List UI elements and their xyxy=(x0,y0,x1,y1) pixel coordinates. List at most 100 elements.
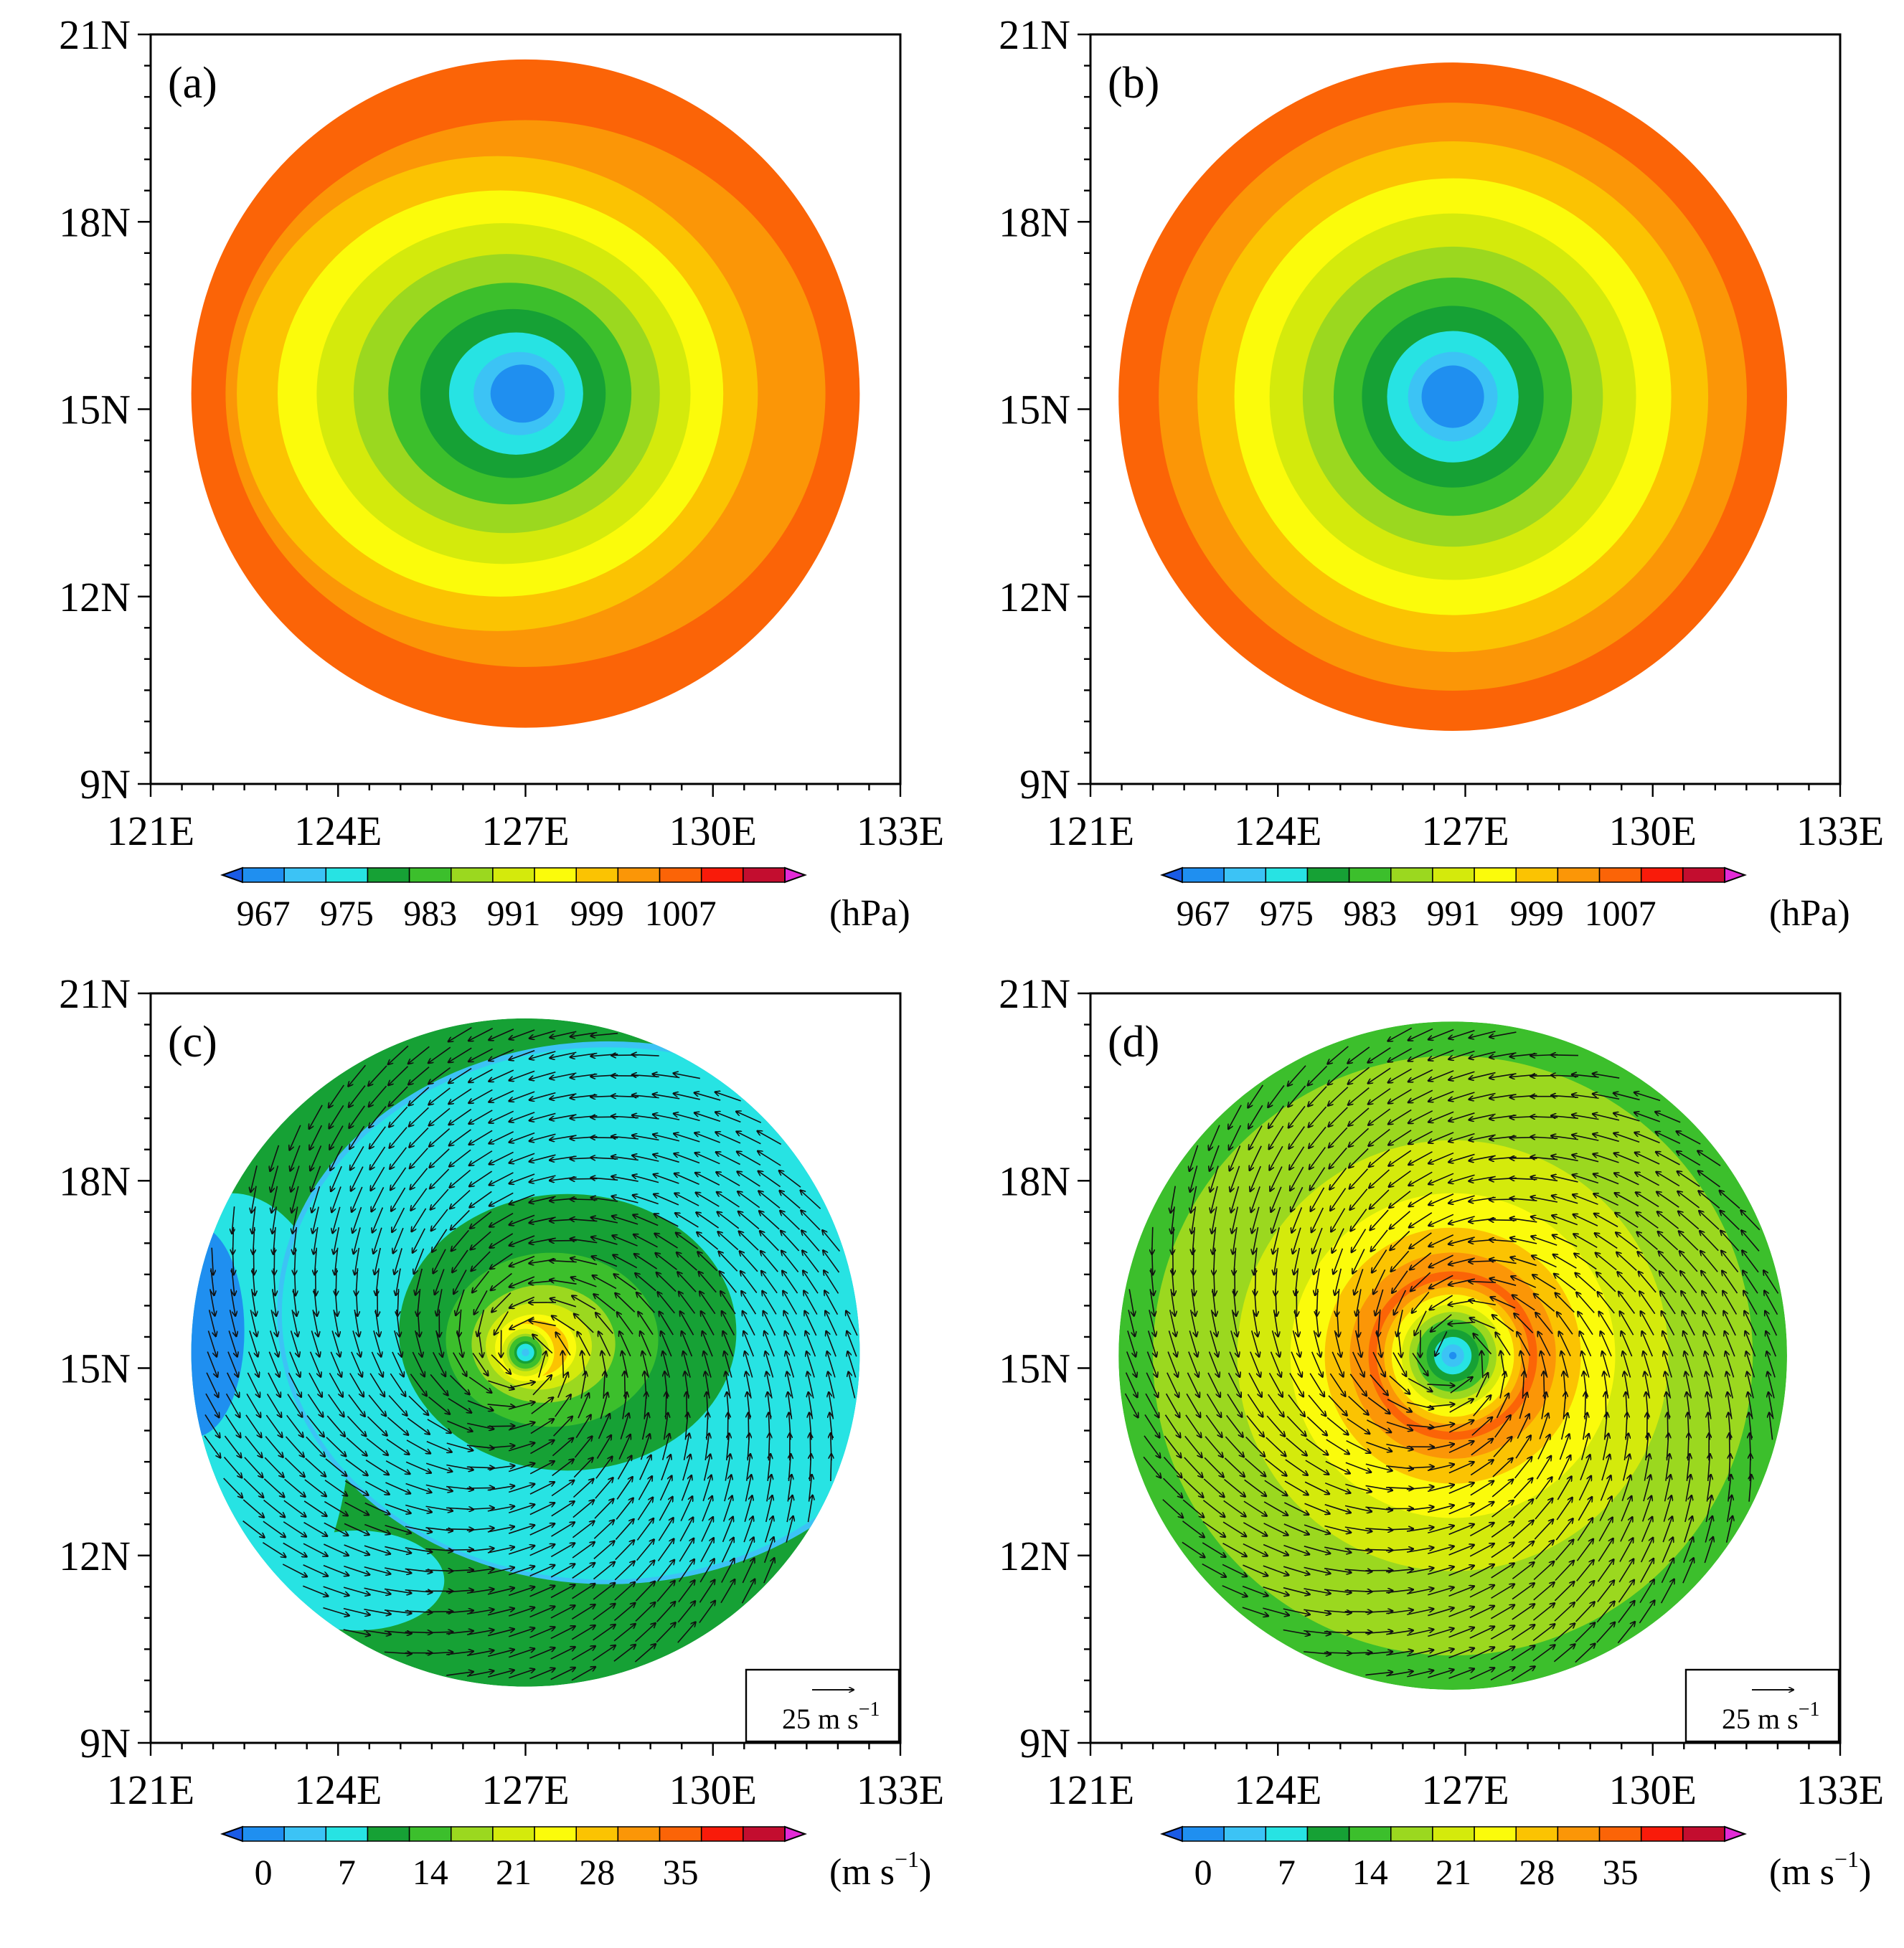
wind-arrow xyxy=(352,1330,361,1356)
wind-arrow xyxy=(390,1127,407,1148)
wind-arrow xyxy=(509,1255,535,1267)
wind-arrow xyxy=(1308,1086,1327,1107)
wind-arrow xyxy=(509,1173,535,1183)
y-tick-label: 12N xyxy=(999,1533,1070,1579)
y-tick-label: 15N xyxy=(999,387,1070,433)
wind-arrow xyxy=(290,1145,301,1171)
wind-arrow xyxy=(784,1311,796,1336)
wind-arrow xyxy=(674,1073,700,1079)
wind-arrow xyxy=(661,1434,670,1460)
wind-arrow xyxy=(407,1417,430,1434)
wind-arrow xyxy=(487,1526,514,1533)
wind-arrow xyxy=(469,1130,493,1145)
wind-arrow xyxy=(595,1477,613,1499)
panel-label: (c) xyxy=(168,1018,217,1067)
wind-arrow xyxy=(634,1254,657,1269)
wind-arrow xyxy=(263,1478,284,1498)
axis-ticks xyxy=(1078,33,1842,797)
colorbar-swatch xyxy=(1432,1826,1475,1842)
wind-arrow xyxy=(724,1351,732,1378)
y-tick-label: 9N xyxy=(80,761,131,808)
wind-arrow xyxy=(509,1214,535,1225)
wind-arrow xyxy=(290,1125,301,1150)
wind-arrow xyxy=(418,1309,420,1337)
colorbar-label: 999 xyxy=(1510,893,1564,933)
wind-arrow xyxy=(285,1436,304,1457)
wind-arrow xyxy=(406,1439,430,1454)
wind-arrow xyxy=(371,1351,382,1377)
wind-arrow xyxy=(508,1505,534,1514)
colorbar-swatch xyxy=(367,1826,410,1842)
wind-arrow xyxy=(268,1351,279,1377)
wind-arrow xyxy=(677,1252,697,1271)
wind-arrow xyxy=(550,1051,577,1058)
wind-arrow xyxy=(763,1311,776,1336)
wind-arrow xyxy=(786,1495,792,1523)
wind-arrow xyxy=(745,1351,753,1378)
wind-arrow xyxy=(364,1481,389,1495)
wind-arrow xyxy=(509,1649,534,1658)
wind-arrow xyxy=(740,1271,758,1294)
wind-arrow xyxy=(807,1495,812,1523)
wind-arrow xyxy=(468,1028,494,1041)
wind-arrow xyxy=(625,1371,626,1399)
x-tick-label: 133E xyxy=(1796,1767,1884,1813)
wind-arrow xyxy=(466,1549,494,1552)
wind-arrow xyxy=(783,1291,798,1315)
wind-arrow xyxy=(324,1480,347,1496)
wind-arrow xyxy=(1469,1031,1496,1038)
colorbar-high-triangle xyxy=(1724,1825,1747,1843)
wind-arrow xyxy=(659,1475,672,1501)
wind-arrow xyxy=(310,1145,322,1171)
y-tick-label: 15N xyxy=(59,1346,131,1392)
wind-arrow xyxy=(291,1166,300,1192)
wind-arrow xyxy=(658,1292,675,1314)
wind-arrow xyxy=(509,1296,535,1308)
contour-band xyxy=(191,1224,245,1437)
wind-arrow xyxy=(677,1622,696,1643)
wind-arrow xyxy=(376,1268,380,1295)
wind-arrow xyxy=(289,1351,300,1377)
wind-arrow xyxy=(1228,1105,1242,1129)
wind-arrow xyxy=(636,1518,654,1541)
wind-arrow xyxy=(661,1331,672,1357)
wind-arrow xyxy=(613,1255,638,1269)
wind-arrow xyxy=(314,1226,319,1254)
x-tick-label: 133E xyxy=(1796,808,1884,854)
wind-arrow xyxy=(529,1133,556,1141)
wind-arrow xyxy=(761,1271,778,1294)
wind-arrow xyxy=(849,1372,856,1399)
wind-arrow xyxy=(333,1309,339,1336)
colorbar-swatch xyxy=(659,1826,702,1842)
wind-arrow xyxy=(474,1290,488,1314)
wind-arrow xyxy=(550,1668,575,1680)
wind-arrow xyxy=(787,1475,791,1502)
wind-arrow xyxy=(343,1587,370,1594)
wind-arrow xyxy=(613,1274,636,1290)
wind-arrow xyxy=(636,1561,654,1581)
wind-arrow xyxy=(653,1094,680,1100)
colorbar-swatch xyxy=(408,867,452,883)
wind-arrow xyxy=(451,1229,469,1251)
colorbar-swatch xyxy=(325,867,369,883)
wind-arrow xyxy=(758,1171,781,1188)
wind-arrow xyxy=(659,1312,674,1335)
wind-arrow xyxy=(555,1394,571,1417)
wind-arrow xyxy=(1308,1065,1328,1085)
wind-arrow xyxy=(653,1154,679,1163)
wind-arrow xyxy=(390,1373,405,1396)
wind-arrow xyxy=(466,1609,494,1615)
wind-arrow xyxy=(509,1112,535,1122)
wind-arrow xyxy=(593,1275,617,1290)
wind-arrow xyxy=(702,1475,711,1502)
wind-arrow xyxy=(529,1051,556,1059)
wind-arrow xyxy=(1387,1048,1413,1062)
wind-arrow xyxy=(446,1610,473,1612)
wind-arrow xyxy=(263,1521,286,1537)
wind-arrow xyxy=(551,1480,574,1497)
wind-arrow xyxy=(1469,1072,1496,1079)
wind-arrow xyxy=(390,1167,407,1190)
wind-arrow xyxy=(572,1542,595,1559)
wind-arrow xyxy=(207,1330,217,1356)
